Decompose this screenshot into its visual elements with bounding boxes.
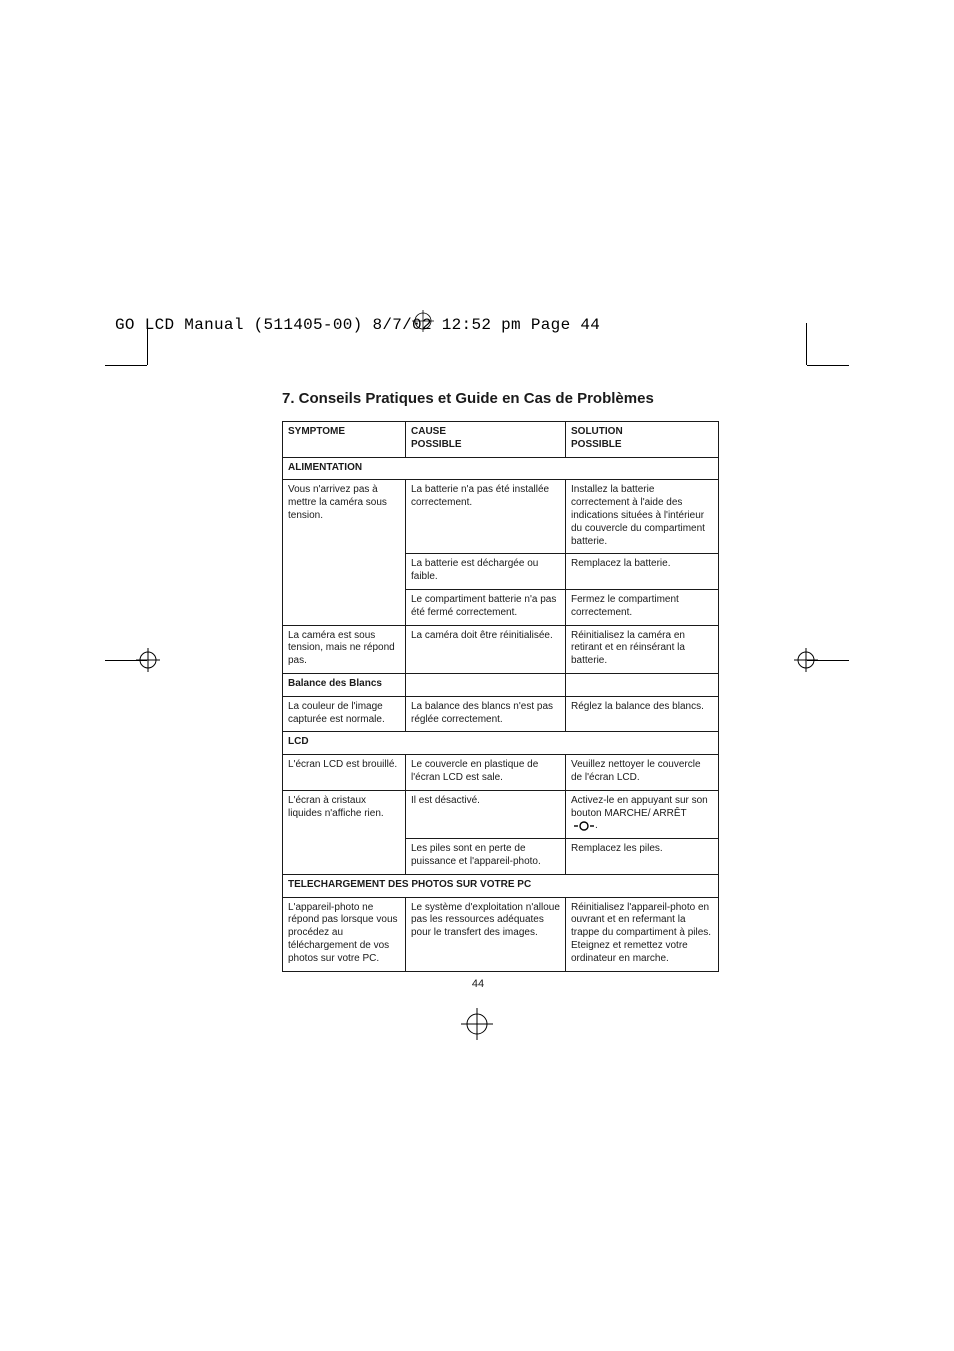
table-cell: Installez la batterie correctement à l'a…	[566, 480, 719, 554]
table-cell: Vous n'arrivez pas à mettre la caméra so…	[283, 480, 406, 625]
table-cell: Les piles sont en perte de puissance et …	[406, 839, 566, 875]
table-cell: L'écran LCD est brouillé.	[283, 755, 406, 791]
table-cell: Remplacez les piles.	[566, 839, 719, 875]
table-cell: La batterie n'a pas été installée correc…	[406, 480, 566, 554]
table-cell	[406, 673, 566, 696]
table-cell: L'appareil-photo ne répond pas lorsque v…	[283, 897, 406, 971]
col-header-symptom: SYMPTOME	[283, 422, 406, 458]
table-cell: Veuillez nettoyer le couvercle de l'écra…	[566, 755, 719, 791]
section-telechargement: TELECHARGEMENT DES PHOTOS SUR VOTRE PC	[283, 874, 719, 897]
registration-mark-icon	[461, 1008, 493, 1040]
lcd-button-icon	[573, 821, 595, 831]
table-cell: La batterie est déchargée ou faible.	[406, 554, 566, 590]
section-balance: Balance des Blancs	[283, 673, 406, 696]
table-cell: Il est désactivé.	[406, 790, 566, 838]
page-number: 44	[182, 978, 774, 990]
troubleshooting-table: SYMPTOME CAUSEPOSSIBLE SOLUTIONPOSSIBLE …	[282, 421, 719, 972]
table-cell: Fermez le compartiment correctement.	[566, 589, 719, 625]
table-cell: La caméra doit être réinitialisée.	[406, 625, 566, 673]
col-header-solution: SOLUTIONPOSSIBLE	[566, 422, 719, 458]
table-cell-text: Activez-le en appuyant sur son bouton MA…	[571, 795, 708, 819]
table-cell: La couleur de l'image capturée est norma…	[283, 696, 406, 732]
table-cell: Réglez la balance des blancs.	[566, 696, 719, 732]
table-cell: La caméra est sous tension, mais ne répo…	[283, 625, 406, 673]
table-cell-text: .	[595, 820, 598, 831]
section-lcd: LCD	[283, 732, 719, 755]
table-cell: Le système d'exploitation n'alloue pas l…	[406, 897, 566, 971]
table-cell: Le couvercle en plastique de l'écran LCD…	[406, 755, 566, 791]
col-header-cause: CAUSEPOSSIBLE	[406, 422, 566, 458]
table-cell: Le compartiment batterie n'a pas été fer…	[406, 589, 566, 625]
section-title: 7. Conseils Pratiques et Guide en Cas de…	[282, 390, 774, 407]
section-alimentation: ALIMENTATION	[283, 457, 719, 480]
table-cell: Réinitialisez la caméra en retirant et e…	[566, 625, 719, 673]
table-cell: L'écran à cristaux liquides n'affiche ri…	[283, 790, 406, 874]
table-cell	[566, 673, 719, 696]
table-cell: Remplacez la batterie.	[566, 554, 719, 590]
table-cell: Activez-le en appuyant sur son bouton MA…	[566, 790, 719, 838]
table-cell: Réinitialisez l'appareil-photo en ouvran…	[566, 897, 719, 971]
table-cell: La balance des blancs n'est pas réglée c…	[406, 696, 566, 732]
